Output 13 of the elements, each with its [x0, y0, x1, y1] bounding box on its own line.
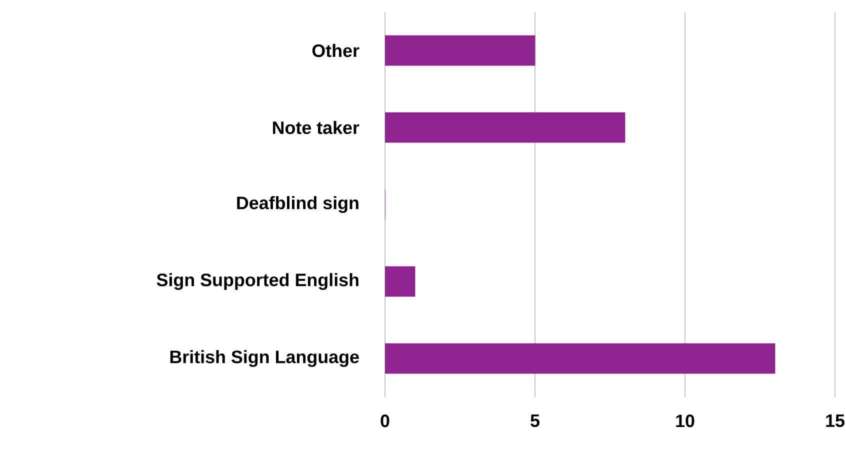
y-tick-label: Deafblind sign: [237, 196, 358, 213]
x-tick-label: 10: [676, 414, 694, 428]
x-tick-label: 5: [530, 414, 540, 428]
y-tick-label: Sign Supported English: [156, 273, 358, 290]
bar: [385, 266, 416, 297]
bar: [385, 35, 536, 66]
bar: [385, 343, 776, 374]
y-tick-label: Note taker: [272, 120, 360, 134]
y-tick-label: British Sign Language: [170, 350, 359, 367]
x-tick-label: 0: [380, 414, 390, 428]
y-tick-label: Other: [312, 44, 360, 58]
x-tick-label: 15: [826, 414, 844, 428]
bar: [385, 112, 626, 143]
